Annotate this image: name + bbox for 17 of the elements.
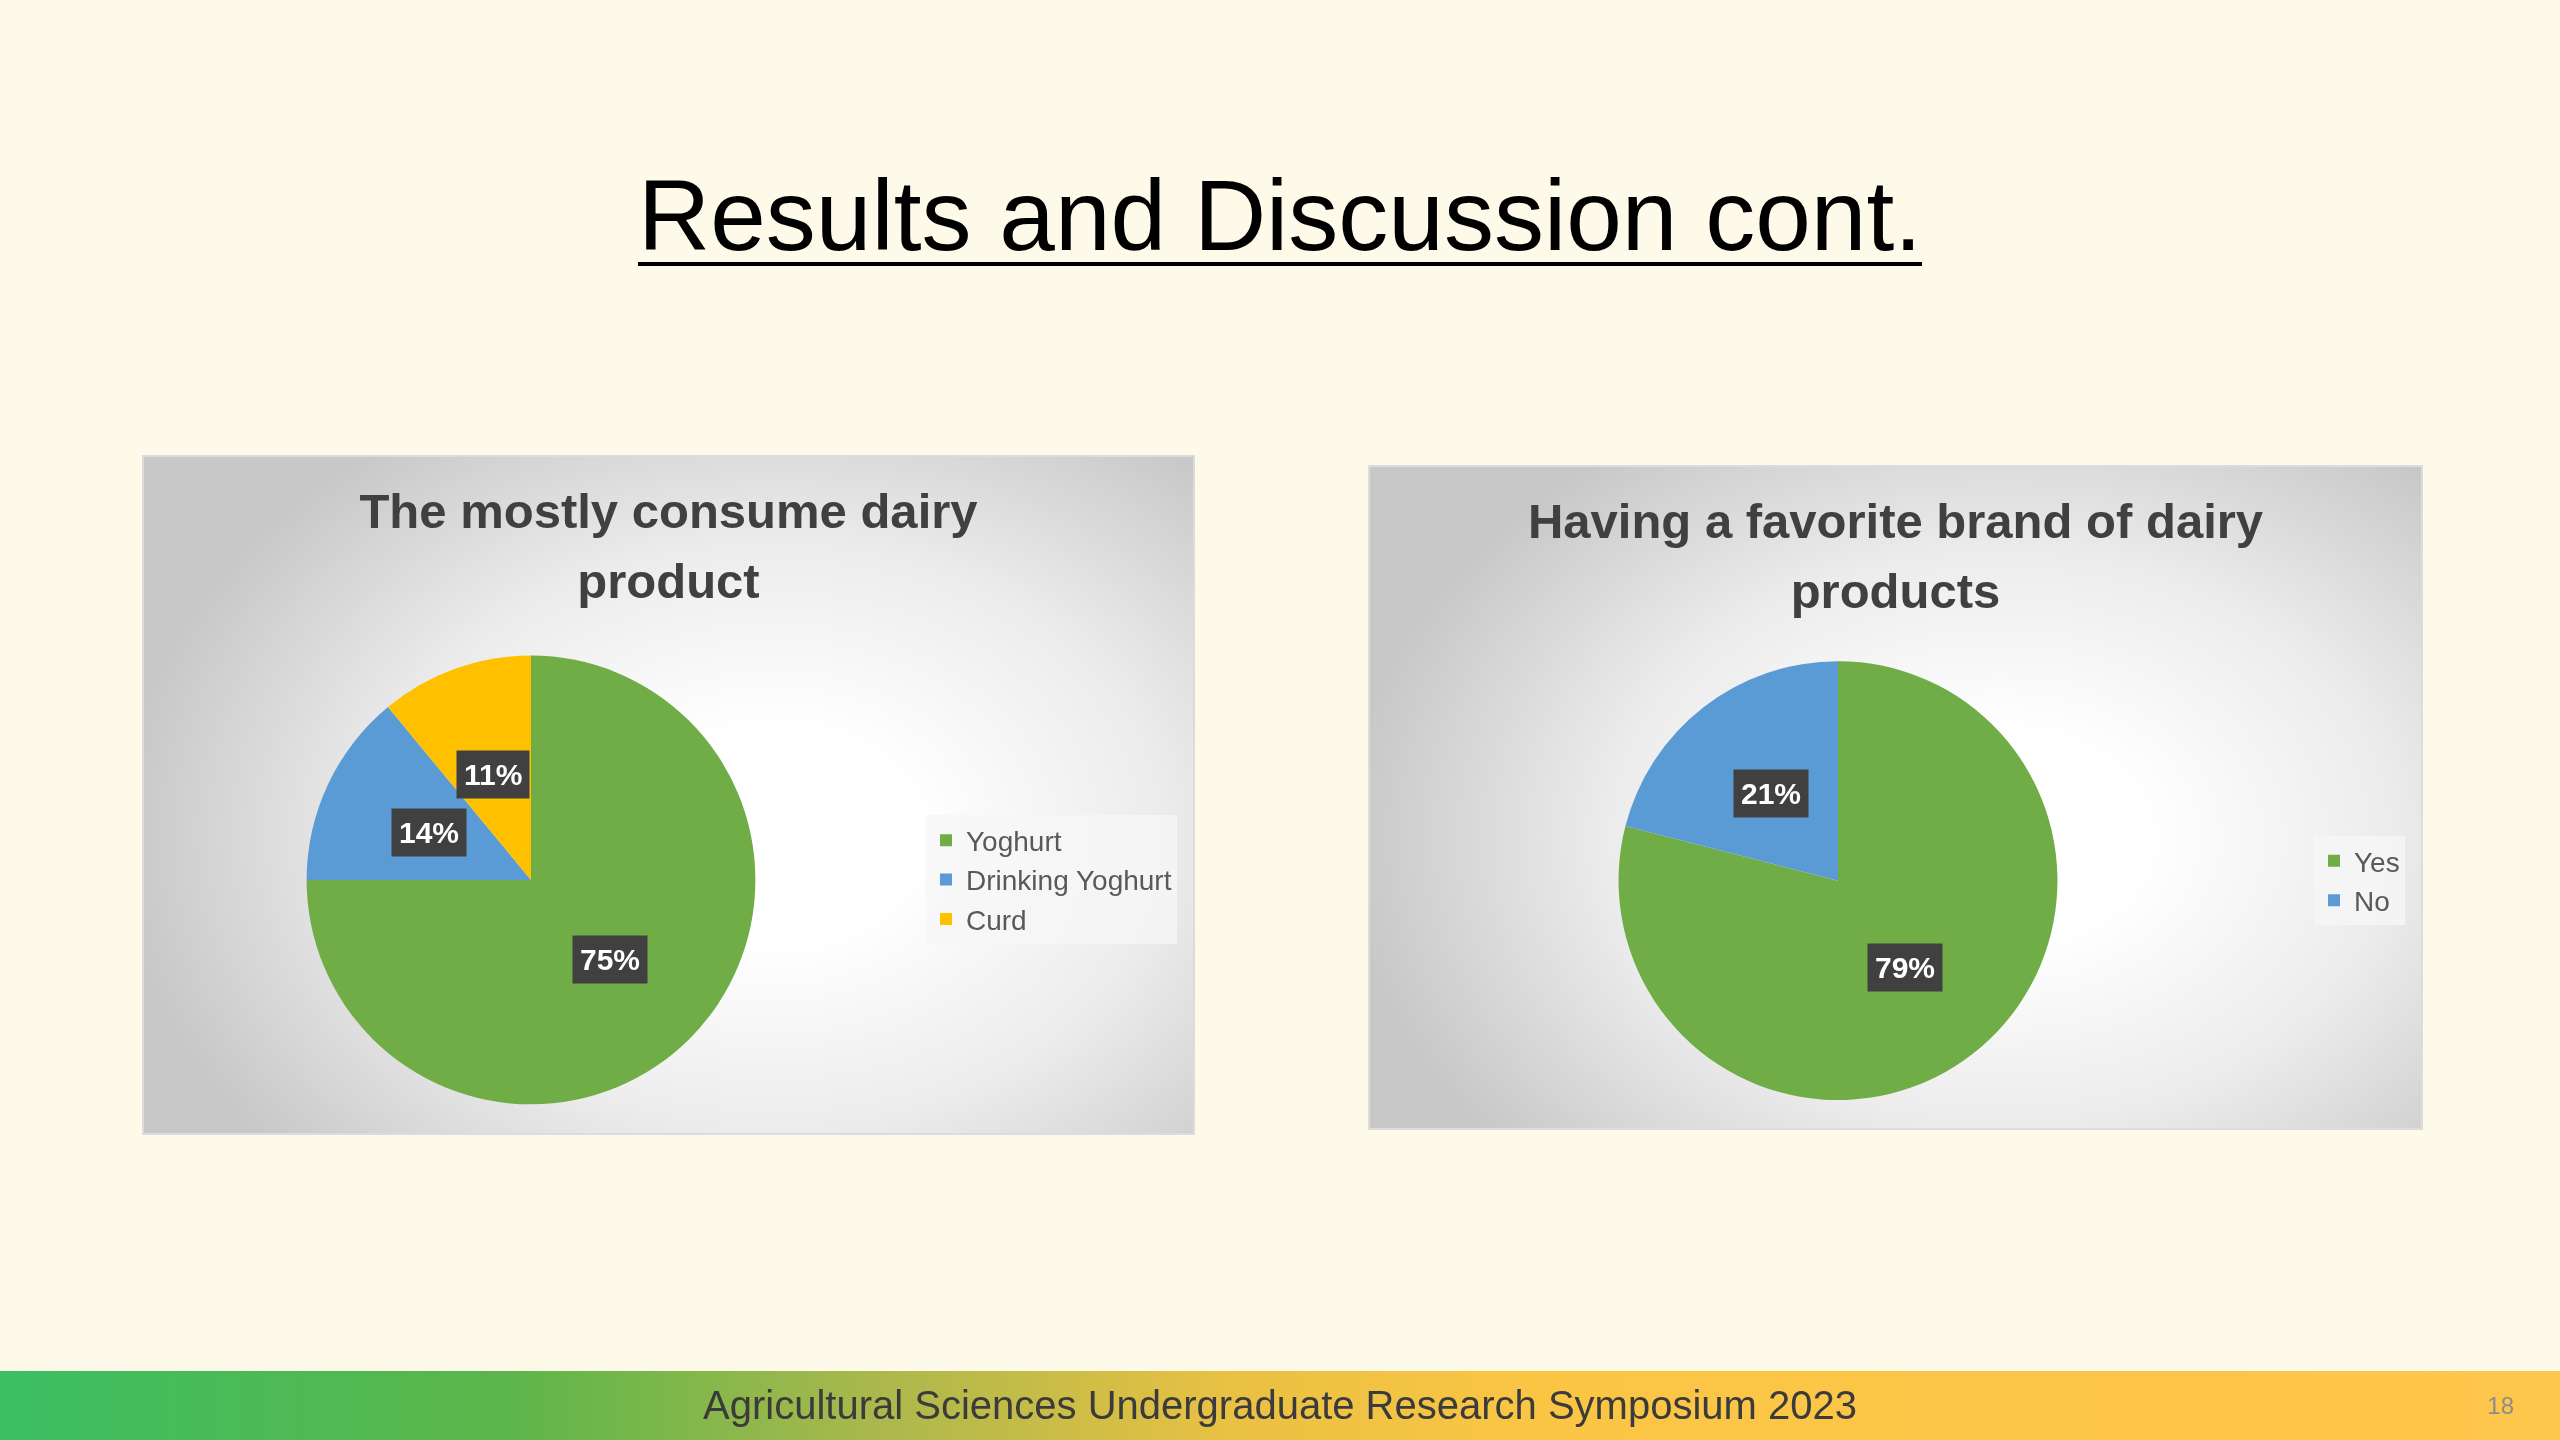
chart-title: Having a favorite brand of dairy products	[1526, 493, 2265, 620]
data-label: 75%	[580, 943, 641, 976]
data-label: 11%	[464, 758, 523, 791]
pie-slice	[1618, 661, 2058, 1100]
text: Results and Discussion cont.	[638, 158, 1922, 273]
text: Agricultural Sciences Undergraduate Research Symposium 2023	[703, 1382, 1857, 1429]
chart-title: The mostly consume dairy product	[358, 483, 979, 610]
legend-label: No	[2354, 886, 2390, 918]
legend-label: Drinking Yoghurt	[966, 865, 1172, 897]
legend-label: Curd	[966, 904, 1027, 936]
pie-slice	[306, 655, 756, 1105]
data-label: 21%	[1741, 777, 1802, 810]
legend-label: Yoghurt	[966, 826, 1062, 858]
data-label: 14%	[399, 816, 460, 849]
legend-label: Yes	[2354, 846, 2400, 878]
text: 18	[2487, 1391, 2514, 1421]
data-label: 79%	[1875, 951, 1936, 984]
